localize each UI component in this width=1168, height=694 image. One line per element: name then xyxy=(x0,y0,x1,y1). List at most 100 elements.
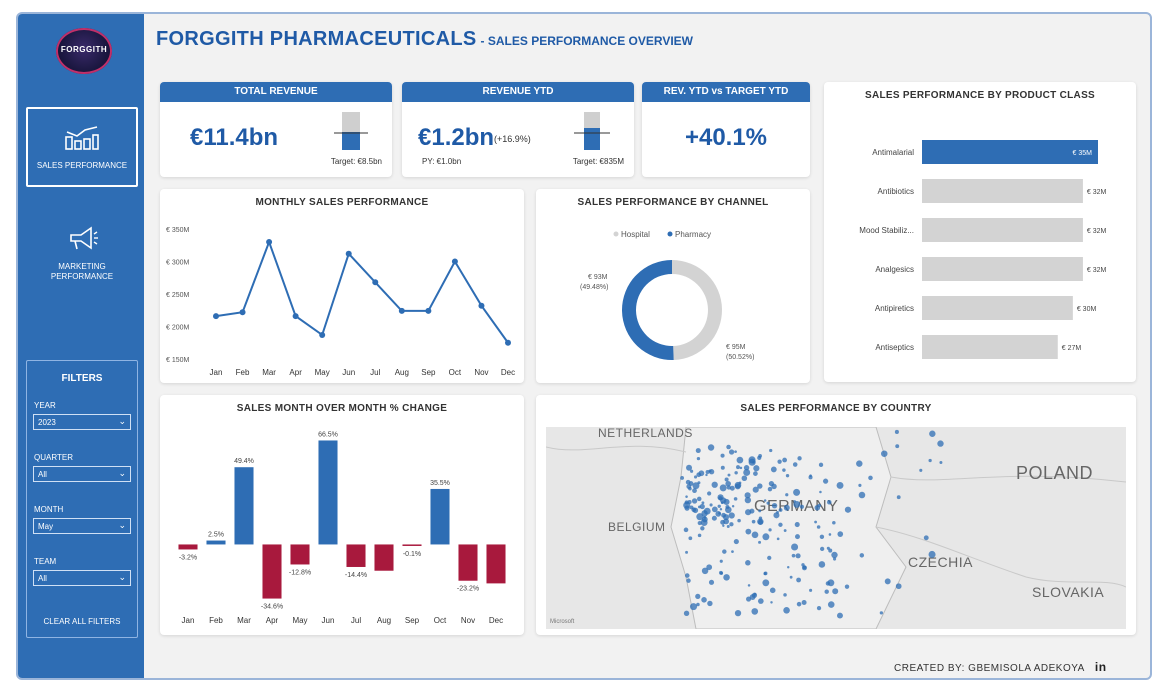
data-point xyxy=(319,331,326,338)
clear-filters-button[interactable]: CLEAR ALL FILTERS xyxy=(43,617,121,626)
chevron-down-icon: ⌄ xyxy=(118,520,126,530)
channel-chart-svg: Hospital Pharmacy € 93M (49.48%) € 95M (50.52… xyxy=(580,230,754,361)
location-dot xyxy=(741,475,748,482)
location-dot xyxy=(739,466,743,470)
location-dot xyxy=(758,519,764,525)
map-label: CZECHIA xyxy=(908,554,973,570)
location-dot xyxy=(689,505,694,510)
year-select[interactable]: 2023 ⌄ xyxy=(33,414,131,430)
location-dot xyxy=(757,483,763,489)
sidebar: FORGGITH SALES PERFORMANCE MARKETING PER… xyxy=(18,14,144,678)
kpi-rev-vs-target: REV. YTD vs TARGET YTD +40.1% xyxy=(642,82,810,177)
mom-bar xyxy=(318,440,338,545)
kpi-revenue-ytd-title: REVENUE YTD xyxy=(402,82,634,102)
location-dot xyxy=(695,448,701,454)
x-tick-label: Nov xyxy=(461,616,475,625)
product-bar xyxy=(922,218,1083,242)
mom-change-chart-title: SALES MONTH OVER MONTH % CHANGE xyxy=(236,403,448,414)
location-dot xyxy=(696,513,704,521)
product-class-chart-title: SALES PERFORMANCE BY PRODUCT CLASS xyxy=(864,90,1096,101)
location-dot xyxy=(777,459,782,464)
company-logo: FORGGITH xyxy=(56,28,112,74)
location-dot xyxy=(758,516,763,521)
location-dot xyxy=(744,492,751,499)
category-label: Antipiretics xyxy=(875,304,914,313)
location-dot xyxy=(789,575,793,579)
location-dot xyxy=(745,560,751,566)
x-tick-label: Jun xyxy=(322,616,335,625)
location-dot xyxy=(722,549,727,554)
location-dot xyxy=(709,503,713,507)
month-select[interactable]: May ⌄ xyxy=(33,518,131,534)
nav-sales-performance[interactable]: SALES PERFORMANCE xyxy=(26,107,138,187)
y-tick-label: € 350M xyxy=(166,227,190,234)
bar-chart-icon xyxy=(65,126,99,150)
team-select[interactable]: All ⌄ xyxy=(33,570,131,586)
legend-label: Pharmacy xyxy=(675,230,711,239)
location-dot xyxy=(776,510,779,514)
nav-marketing-performance-label: MARKETING PERFORMANCE xyxy=(50,262,114,281)
location-dot xyxy=(824,589,829,594)
linkedin-icon[interactable]: in xyxy=(1094,660,1107,674)
bar-value-label: 66.5% xyxy=(318,431,338,438)
location-dot xyxy=(791,543,799,551)
nav-marketing-performance[interactable]: MARKETING PERFORMANCE xyxy=(26,210,138,284)
mom-bar xyxy=(234,467,254,545)
bar-value-label: -3.2% xyxy=(179,554,197,561)
location-dot xyxy=(858,483,862,487)
data-point xyxy=(398,307,405,314)
location-dot xyxy=(724,477,729,482)
x-tick-label: Feb xyxy=(236,368,250,377)
x-tick-label: Oct xyxy=(434,616,447,625)
location-dot xyxy=(828,533,832,536)
location-dot xyxy=(718,512,721,515)
location-dot xyxy=(751,519,756,524)
location-dot xyxy=(758,509,762,513)
location-dot xyxy=(822,478,829,484)
kpi-total-revenue-title: TOTAL REVENUE xyxy=(160,82,392,102)
location-dot xyxy=(939,461,943,465)
country-map-card: SALES PERFORMANCE BY COUNTRY NETHERLANDS… xyxy=(536,395,1136,635)
location-dot xyxy=(778,508,783,512)
data-point xyxy=(478,302,485,309)
quarter-select[interactable]: All ⌄ xyxy=(33,466,131,482)
location-dot xyxy=(827,499,832,505)
location-dot xyxy=(683,610,690,617)
location-dot xyxy=(895,444,900,449)
location-dot xyxy=(827,601,835,608)
location-dot xyxy=(837,531,844,537)
data-point xyxy=(266,239,273,245)
location-dot xyxy=(743,469,751,476)
slice-label: € 93M xyxy=(588,274,608,281)
location-dot xyxy=(726,525,730,528)
location-dot xyxy=(684,573,690,578)
chevron-down-icon: ⌄ xyxy=(118,416,126,426)
location-dot xyxy=(785,493,789,497)
location-dot xyxy=(767,486,773,492)
location-dot xyxy=(751,531,759,539)
location-dot xyxy=(783,607,790,614)
location-dot xyxy=(736,465,740,470)
location-dot xyxy=(698,470,705,477)
x-tick-label: Jul xyxy=(370,368,380,377)
location-dot xyxy=(700,526,705,531)
team-label: TEAM xyxy=(34,557,57,566)
location-dot xyxy=(783,529,787,532)
location-dot xyxy=(816,606,822,611)
company-title: FORGGITH PHARMACEUTICALS xyxy=(156,28,477,50)
location-dot xyxy=(894,429,899,434)
x-tick-label: Sep xyxy=(405,616,420,625)
month-value: May xyxy=(38,522,54,531)
location-dot xyxy=(766,501,770,505)
location-dot xyxy=(814,504,821,511)
location-dot xyxy=(706,564,713,571)
location-dot xyxy=(708,579,715,585)
country-map[interactable]: NETHERLANDSGERMANYBELGIUMPOLANDCZECHIASL… xyxy=(546,427,1126,629)
location-dot xyxy=(753,465,760,472)
x-tick-label: Jun xyxy=(342,368,355,377)
legend-marker xyxy=(613,231,619,237)
location-dot xyxy=(844,506,852,513)
location-dot xyxy=(782,468,786,472)
location-dot xyxy=(795,534,800,540)
x-tick-label: Jan xyxy=(182,616,195,625)
